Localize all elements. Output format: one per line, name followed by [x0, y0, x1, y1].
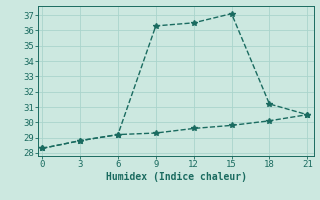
X-axis label: Humidex (Indice chaleur): Humidex (Indice chaleur) — [106, 172, 246, 182]
